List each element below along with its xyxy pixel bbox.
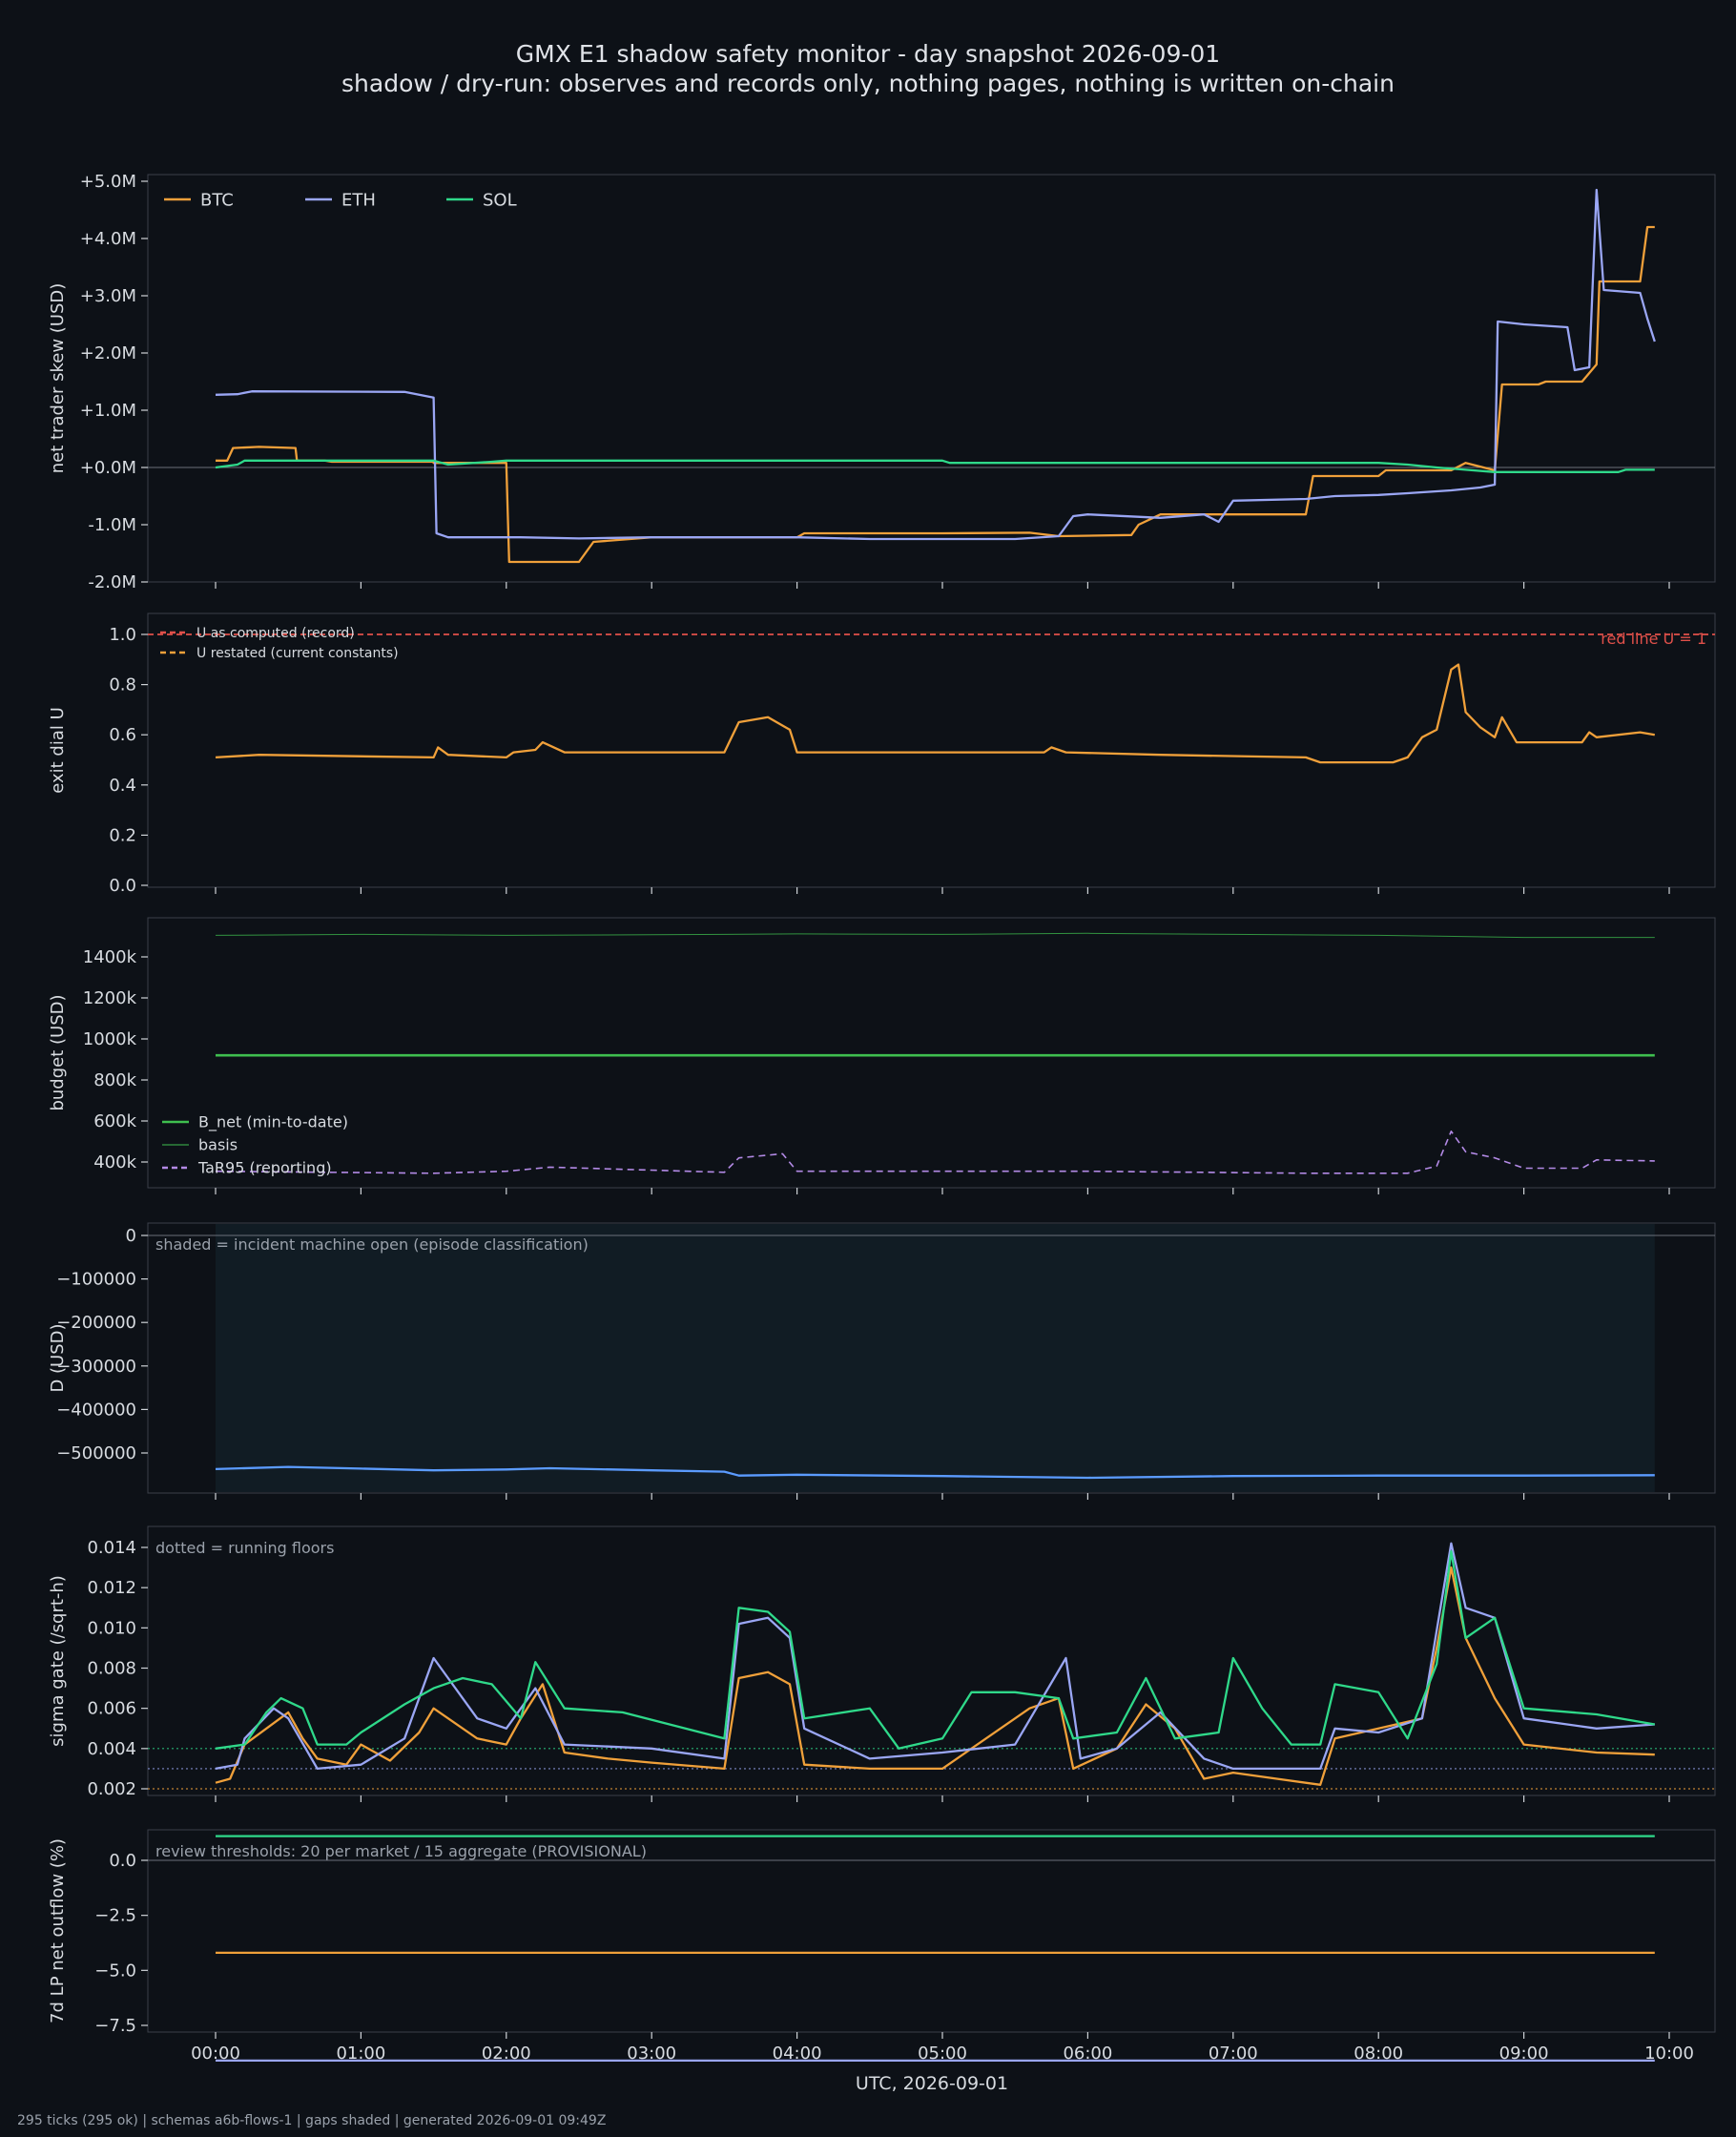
panel-2-frame <box>147 612 1716 888</box>
series-eth <box>215 188 1656 541</box>
x-tick-label: 03:00 <box>627 2044 676 2064</box>
y-tick-label: +3.0M <box>80 286 136 306</box>
y-tick-label: 0 <box>126 1226 136 1246</box>
x-tick-label: 09:00 <box>1499 2044 1549 2064</box>
y-tick-label: 1200k <box>83 988 137 1008</box>
x-tick-label: 05:00 <box>918 2044 967 2064</box>
series-btc <box>215 1566 1655 1786</box>
y-tick-label: −200000 <box>56 1313 136 1333</box>
y-tick-label: 600k <box>93 1111 136 1131</box>
y-tick-label: +4.0M <box>80 229 136 249</box>
panel-5-frame <box>147 1525 1716 1796</box>
y-tick-label: −500000 <box>56 1443 136 1463</box>
y-tick-label: 800k <box>93 1070 136 1090</box>
y-tick-label: 1.0 <box>109 625 136 645</box>
y-tick-label: 0.4 <box>109 776 136 796</box>
panel-6-frame <box>147 1829 1716 2033</box>
footer-status: 295 ticks (295 ok) | schemas a6b-flows-1… <box>17 2113 607 2128</box>
y-tick-label: -1.0M <box>88 515 136 535</box>
y-tick-label: 400k <box>93 1152 136 1172</box>
y-tick-label: 0.0 <box>109 876 136 896</box>
chart-title: GMX E1 shadow safety monitor - day snaps… <box>515 40 1221 68</box>
x-tick-label: 01:00 <box>336 2044 385 2064</box>
y-tick-label: −300000 <box>56 1357 136 1377</box>
x-tick-label: 08:00 <box>1354 2044 1403 2064</box>
y-tick-label: +5.0M <box>80 172 136 192</box>
series-eth <box>215 1542 1655 1771</box>
y-tick-label: 0.004 <box>87 1739 136 1759</box>
panel-note: review thresholds: 20 per market / 15 ag… <box>155 1842 647 1860</box>
panel-note: shaded = incident machine open (episode … <box>155 1235 589 1254</box>
x-tick-label: 02:00 <box>482 2044 531 2064</box>
y-tick-label: 0.006 <box>87 1699 136 1719</box>
y-tick-label: -2.0M <box>88 572 136 592</box>
panel-note: dotted = running floors <box>155 1539 334 1557</box>
y-axis-label: budget (USD) <box>48 994 68 1110</box>
y-axis-label: sigma gate (/sqrt-h) <box>48 1575 68 1747</box>
y-tick-label: 0.2 <box>109 825 136 845</box>
x-tick-label: 06:00 <box>1063 2044 1112 2064</box>
series-d <box>215 1465 1655 1480</box>
y-tick-label: −2.5 <box>94 1906 136 1926</box>
y-tick-label: +1.0M <box>80 401 136 421</box>
y-tick-label: +2.0M <box>80 343 136 363</box>
legend-label: ETH <box>341 190 376 210</box>
legend-label: SOL <box>483 190 517 210</box>
legend-label: U as computed (record) <box>196 626 355 641</box>
y-tick-label: −7.5 <box>94 2016 136 2036</box>
y-tick-label: −5.0 <box>94 1961 136 1981</box>
legend-label: U restated (current constants) <box>196 646 399 661</box>
x-tick-label: 04:00 <box>773 2044 822 2064</box>
series-u-restated-current-constants- <box>215 663 1655 764</box>
y-tick-label: 0.8 <box>109 675 136 695</box>
series-sol <box>215 1550 1655 1750</box>
legend-label: basis <box>198 1136 238 1154</box>
x-tick-label: 00:00 <box>191 2044 240 2064</box>
y-tick-label: +0.0M <box>80 458 136 478</box>
red-line-label: red line U = 1 <box>1601 630 1706 648</box>
x-axis-label: UTC, 2026-09-01 <box>856 2073 1008 2094</box>
y-tick-label: 0.014 <box>87 1538 136 1558</box>
y-tick-label: 0.002 <box>87 1779 136 1799</box>
series-basis <box>215 932 1655 939</box>
y-tick-label: 0.008 <box>87 1659 136 1679</box>
y-tick-label: 0.010 <box>87 1618 136 1638</box>
y-tick-label: −400000 <box>56 1400 136 1420</box>
y-axis-label: exit dial U <box>48 707 68 794</box>
incident-shading <box>216 1224 1655 1492</box>
y-tick-label: 1400k <box>83 947 137 967</box>
y-axis-label: net trader skew (USD) <box>48 283 68 474</box>
chart-subtitle: shadow / dry-run: observes and records o… <box>341 70 1395 97</box>
y-axis-label: 7d LP net outflow (%) <box>48 1838 68 2023</box>
y-tick-label: 0.0 <box>109 1851 136 1871</box>
series-tar95-reporting- <box>215 1131 1655 1174</box>
y-tick-label: 1000k <box>83 1029 137 1049</box>
y-tick-label: −100000 <box>56 1270 136 1290</box>
y-tick-label: 0.6 <box>109 725 136 745</box>
series-sol <box>215 459 1655 473</box>
y-tick-label: 0.012 <box>87 1578 136 1598</box>
legend-label: BTC <box>200 190 234 210</box>
x-tick-label: 07:00 <box>1209 2044 1258 2064</box>
x-tick-label: 10:00 <box>1644 2044 1694 2064</box>
legend-label: B_net (min-to-date) <box>198 1113 348 1132</box>
panel-1-frame <box>147 174 1716 583</box>
y-axis-label: D (USD) <box>48 1323 68 1392</box>
legend-label: TaR95 (reporting) <box>197 1159 332 1177</box>
panel-3-frame <box>147 917 1716 1189</box>
